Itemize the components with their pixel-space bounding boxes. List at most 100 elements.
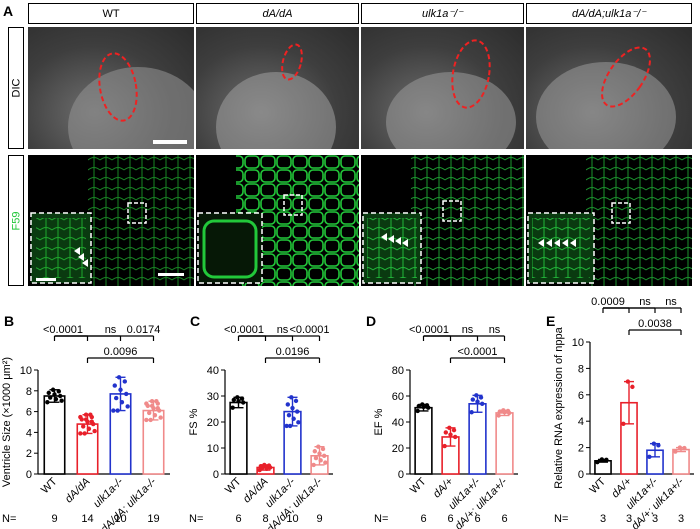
- panel-d-letter: D: [366, 313, 376, 329]
- panel-b-data-point: [144, 417, 149, 423]
- dic-image-ulk1a: [361, 27, 524, 149]
- panel-d-category-label: WT: [408, 475, 429, 496]
- panel-c-data-point: [291, 416, 296, 421]
- panel-e-category-label: WT: [588, 475, 609, 496]
- f59-image-double: [526, 155, 692, 286]
- panel-e-y-tick-label: 0: [578, 469, 584, 481]
- panel-b-data-point: [158, 415, 163, 420]
- panel-b-data-point: [81, 424, 86, 429]
- panel-e-data-point: [630, 384, 635, 390]
- panel-e-y-tick-label: 6: [578, 390, 584, 402]
- panel-b-p-value: 0.0096: [104, 346, 138, 358]
- panel-b-data-point: [118, 387, 123, 392]
- panel-c-data-point: [264, 466, 269, 471]
- panel-c-data-point: [239, 396, 245, 401]
- bar-charts: B 0 2 4 6 8 10 Ventricle Size (×1000 μm²) WT 9 dA/…: [1, 296, 694, 529]
- panel-e-n-value: 3: [600, 513, 606, 525]
- panel-e-data-point: [651, 441, 657, 446]
- panel-c-data-point: [286, 412, 292, 418]
- panel-b-data-point: [149, 403, 155, 409]
- panel-d-n-label: N=: [374, 513, 388, 525]
- panel-c-data-point: [235, 395, 240, 400]
- panel-c-n-value: 8: [262, 513, 268, 525]
- panel-c-y-tick-label: 10: [207, 443, 219, 455]
- panel-b-data-point: [149, 399, 155, 404]
- panel-d-data-point: [506, 410, 512, 416]
- panel-b-p-value: 0.0174: [127, 324, 161, 336]
- panel-b-n-value: 14: [81, 513, 93, 525]
- panel-b-data-point: [50, 387, 56, 392]
- panel-b-data-point: [88, 412, 93, 417]
- panel-e-n-value: 3: [678, 513, 684, 525]
- panel-b-bar: [43, 395, 66, 475]
- panel-d-n-value: 6: [420, 513, 426, 525]
- panel-e-data-point: [621, 421, 626, 427]
- panel-c-data-point: [287, 423, 293, 429]
- panel-d-y-tick-label: 20: [392, 443, 404, 455]
- panel-b-data-point: [144, 401, 149, 406]
- column-header-ulk1a: ulk1a⁻/⁻: [361, 3, 524, 24]
- panel-d-data-point: [416, 403, 422, 409]
- panel-d-p-value: <0.0001: [457, 346, 497, 358]
- panel-c-category-label: WT: [223, 475, 244, 496]
- panel-b-data-point: [59, 398, 64, 403]
- panel-d-data-point: [478, 395, 484, 400]
- panel-e-y-tick-label: 8: [578, 363, 584, 375]
- panel-c-data-point: [294, 409, 300, 414]
- panel-b-data-point: [116, 375, 122, 380]
- panel-c-data-point: [231, 397, 237, 403]
- panel-b-y-tick-label: 0: [26, 469, 32, 481]
- panel-d-data-point: [443, 430, 449, 435]
- panel-e-n-value: 3: [652, 513, 658, 525]
- panel-c-data-point: [267, 465, 273, 470]
- panel-c-p-value: <0.0001: [289, 324, 329, 336]
- panel-d-data-point: [442, 443, 447, 449]
- panel-b-data-point: [124, 391, 129, 397]
- f59-image-ulk1a: [361, 155, 524, 286]
- panel-b-n-value: 10: [114, 513, 126, 525]
- panel-c-data-point: [312, 449, 318, 454]
- panel-e-p-value: 0.0009: [591, 296, 625, 308]
- panel-d-data-point: [447, 425, 452, 431]
- panel-c-data-point: [236, 399, 241, 404]
- panel-b-data-point: [147, 410, 152, 416]
- panel-b-data-point: [112, 383, 117, 388]
- panel-c-data-point: [230, 405, 235, 410]
- dic-image-double: [526, 27, 692, 149]
- panel-d-p-value: <0.0001: [409, 324, 449, 336]
- column-header-wt: WT: [28, 3, 194, 24]
- panel-e-data-point: [673, 449, 678, 454]
- panel-e-y-label: Relative RNA expression of nppa: [553, 326, 565, 488]
- panel-e-data-point: [604, 457, 609, 463]
- panel-b-data-point: [56, 389, 61, 394]
- panel-a-letter: A: [3, 3, 14, 19]
- panel-b-data-point: [152, 413, 158, 418]
- panel-b-data-point: [125, 404, 130, 409]
- panel-b-data-point: [111, 408, 116, 413]
- column-header-da: dA/dA: [196, 3, 359, 24]
- panel-c-data-point: [289, 395, 294, 400]
- panel-c-data-point: [290, 405, 295, 411]
- panel-c-p-value: <0.0001: [224, 324, 264, 336]
- f59-image-da: [196, 155, 359, 286]
- panel-d-data-point: [497, 409, 503, 414]
- panel-b-y-label: Ventricle Size (×1000 μm²): [1, 357, 13, 487]
- panel-c-data-point: [296, 420, 301, 425]
- panel-e-data-point: [682, 445, 687, 451]
- panel-c-y-label: FS %: [188, 408, 200, 435]
- panel-e-y-tick-label: 10: [572, 337, 584, 349]
- panel-c-data-point: [259, 465, 265, 471]
- panel-c-n-value: 6: [235, 513, 241, 525]
- panel-e-n-value: 3: [626, 513, 632, 525]
- panel-c-n-label: N=: [189, 513, 203, 525]
- panel-b-data-point: [58, 393, 63, 399]
- panel-e-letter: E: [546, 313, 555, 329]
- column-header-double: dA/dA;ulk1a⁻/⁻: [526, 3, 692, 24]
- panel-b-p-value: ns: [105, 324, 117, 336]
- panel-b-data-point: [83, 412, 89, 417]
- panel-d-y-label: EF %: [373, 408, 385, 435]
- panel-d-data-point: [496, 413, 501, 418]
- panel-c-letter: C: [190, 313, 200, 329]
- panel-b-data-point: [155, 406, 160, 411]
- panel-c-data-point: [284, 423, 289, 429]
